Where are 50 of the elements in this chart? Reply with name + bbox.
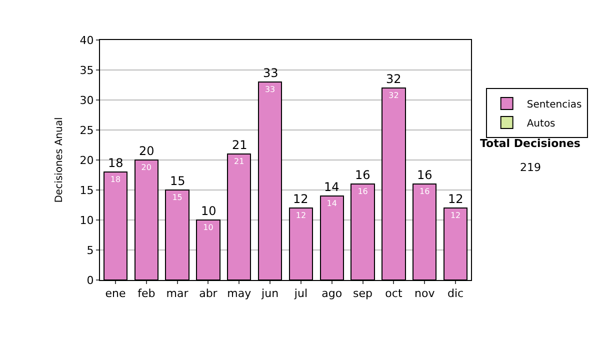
y-tick-label: 40	[80, 34, 94, 47]
x-tick-label: ene	[105, 287, 126, 300]
data-label: 10	[203, 223, 214, 232]
total-label: 20	[139, 144, 154, 158]
y-tick-label: 20	[80, 154, 94, 167]
y-tick-label: 35	[80, 64, 94, 77]
x-tick-label: feb	[138, 287, 156, 300]
y-tick-label: 30	[80, 94, 94, 107]
legend-label: Autos	[526, 118, 556, 130]
x-tick-label: jun	[260, 287, 279, 300]
x-tick-label: jul	[293, 287, 308, 300]
total-label: 21	[232, 138, 248, 152]
data-label: 33	[264, 85, 276, 94]
y-tick-label: 10	[80, 214, 94, 227]
data-label: 12	[450, 211, 461, 220]
total-label: 32	[386, 72, 402, 86]
data-label: 15	[172, 193, 182, 202]
total-label: 15	[170, 174, 186, 188]
x-tick-label: sep	[353, 287, 373, 300]
total-label: 12	[293, 192, 308, 206]
total-label: 18	[108, 156, 124, 170]
y-axis-title: Decisiones Anual	[54, 117, 65, 203]
y-tick-label: 15	[80, 184, 94, 197]
total-label: 16	[417, 168, 432, 182]
total-label: 16	[355, 168, 370, 182]
x-tick-label: mar	[166, 287, 189, 300]
data-label: 21	[234, 157, 244, 166]
x-tick-label: may	[227, 287, 252, 300]
legend-label: Sentencias	[526, 99, 582, 110]
x-tick-label: abr	[199, 287, 218, 300]
data-label: 32	[388, 91, 399, 100]
y-tick-label: 0	[86, 274, 94, 287]
total-label: 14	[324, 180, 340, 194]
x-tick-label: oct	[385, 287, 403, 300]
data-label: 16	[358, 187, 368, 196]
x-tick-label: dic	[447, 287, 464, 300]
y-tick-label: 5	[86, 244, 94, 257]
total-label: 33	[263, 66, 278, 80]
data-label: 18	[110, 175, 121, 184]
data-label: 14	[326, 199, 337, 208]
total-label: 12	[448, 192, 464, 206]
text: 219	[520, 161, 541, 174]
total-label: 10	[201, 204, 216, 218]
data-label: 12	[296, 211, 306, 220]
data-label: 16	[420, 187, 430, 196]
x-tick-label: nov	[414, 287, 436, 300]
x-tick-label: ago	[322, 287, 342, 300]
data-label: 20	[141, 163, 152, 172]
text: Total Decisiones	[480, 137, 581, 150]
y-tick-label: 25	[80, 124, 94, 137]
